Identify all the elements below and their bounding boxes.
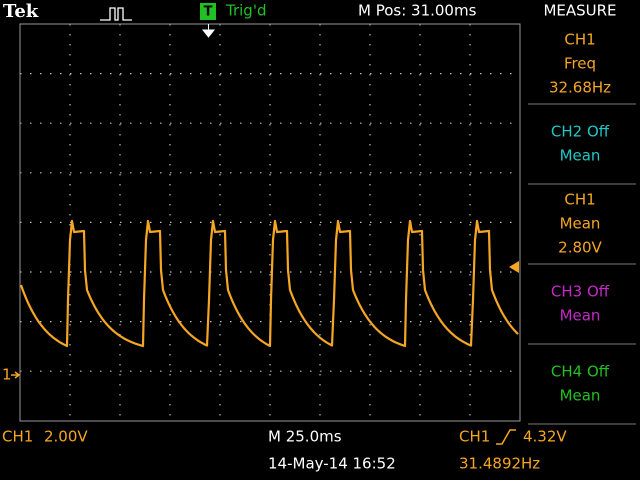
measure-text: Freq [564,55,596,73]
trigger-badge-box [200,3,216,20]
measure-title: MEASURE [543,2,616,20]
measure-text: 32.68Hz [549,79,611,97]
trigger-level: 4.32V [523,428,567,446]
trigger-position-marker [201,24,216,38]
measure-text: CH1 [564,191,595,209]
acquisition-icon [100,7,132,21]
measure-text: 2.80V [558,239,602,257]
measure-text: CH3 Off [551,283,610,301]
ch1-arrow [11,371,21,379]
trigger-frequency: 31.4892Hz [459,455,540,473]
measure-text: Mean [560,147,601,165]
graticule-border [19,23,521,422]
measure-panel: CH1 Freq 32.68Hz CH2 Off Mean CH1 Mean 2.80V CH3… [528,31,636,425]
trigger-source: CH1 [459,428,490,446]
date-time: 14-May-14 16:52 [268,455,396,473]
measure-text: Mean [560,307,601,325]
ch1-label: CH1 [2,428,33,446]
trigger-badge: T [204,5,213,20]
trigger-status: Trig'd [225,2,266,20]
horizontal-position: M Pos: 31.00ms [358,2,477,20]
timebase: M 25.0ms [268,428,342,446]
rising-edge-icon [496,429,516,445]
trigger-level-marker [509,261,519,273]
graticule [20,24,520,421]
measure-text: Mean [560,215,601,233]
measure-text: CH2 Off [551,123,610,141]
measure-text: CH4 Off [551,363,610,381]
measure-text: Mean [560,387,601,405]
brand: Tek [3,1,39,22]
ch1-marker: 1 [2,366,12,384]
ch1-scale: 2.00V [44,428,88,446]
ch1-waveform [19,219,519,348]
measure-text: CH1 [564,31,595,49]
